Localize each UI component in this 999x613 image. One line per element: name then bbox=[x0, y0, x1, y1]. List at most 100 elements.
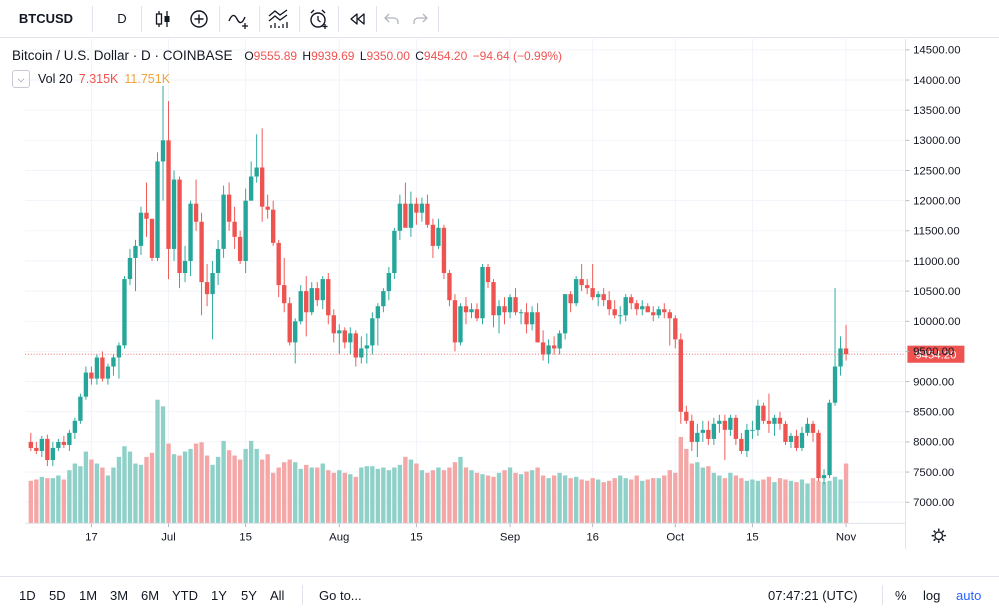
bottom-divider bbox=[302, 585, 303, 605]
volume-bar bbox=[72, 463, 78, 524]
volume-bar bbox=[232, 455, 237, 524]
price-chart[interactable]: 9454.20 14500.00 14000.00 13500.00 13000.00… bbox=[0, 39, 999, 549]
candle-body bbox=[766, 420, 772, 424]
candle-body bbox=[293, 321, 298, 343]
volume-bar bbox=[584, 480, 590, 524]
range-all-button[interactable]: All bbox=[270, 588, 285, 603]
range-1d-button[interactable]: 1D bbox=[19, 588, 36, 603]
volume-bar bbox=[595, 479, 601, 524]
open-value: 9555.89 bbox=[253, 49, 298, 63]
time-tick-label: Sep bbox=[500, 531, 520, 543]
candle-body bbox=[270, 209, 276, 243]
volume-bar bbox=[524, 471, 529, 524]
volume-bar bbox=[810, 478, 816, 524]
undo-button[interactable] bbox=[378, 0, 406, 37]
interval-button[interactable]: D bbox=[105, 0, 139, 37]
templates-button[interactable] bbox=[262, 0, 296, 37]
price-tick-label: 11000.00 bbox=[913, 256, 960, 268]
goto-date-button[interactable]: Go to... bbox=[319, 588, 362, 603]
close-value: 9454.20 bbox=[423, 49, 468, 63]
volume-bar bbox=[816, 480, 821, 524]
candle-body bbox=[584, 285, 590, 289]
candle-body bbox=[425, 203, 430, 225]
candle-body bbox=[39, 438, 45, 451]
volume-bar bbox=[700, 467, 706, 524]
gear-ring bbox=[934, 531, 944, 541]
alert-button[interactable] bbox=[300, 0, 336, 37]
volume-bar bbox=[805, 483, 810, 524]
auto-scale-button[interactable]: auto bbox=[956, 588, 982, 603]
candle-body bbox=[689, 420, 695, 442]
volume-bar bbox=[766, 476, 772, 524]
range-6m-button[interactable]: 6M bbox=[141, 588, 160, 603]
candle-body bbox=[72, 420, 78, 433]
candle-body bbox=[265, 206, 270, 210]
replay-button[interactable] bbox=[340, 0, 374, 37]
interval-label: D bbox=[117, 11, 127, 26]
volume-bar bbox=[662, 475, 667, 524]
time-tick-label: Oct bbox=[666, 531, 685, 543]
candle-body bbox=[61, 441, 67, 445]
log-scale-button[interactable]: log bbox=[923, 588, 941, 603]
candle-body bbox=[629, 297, 634, 304]
volume-bar bbox=[100, 467, 105, 524]
redo-button[interactable] bbox=[406, 0, 434, 37]
candle-body bbox=[458, 306, 463, 343]
volume-bar bbox=[370, 466, 375, 524]
range-1y-button[interactable]: 1Y bbox=[211, 588, 227, 603]
candle-body bbox=[177, 179, 182, 274]
range-1m-button[interactable]: 1M bbox=[79, 588, 98, 603]
candle-body bbox=[353, 333, 358, 358]
volume-bar bbox=[243, 448, 248, 524]
candle-body bbox=[480, 267, 485, 319]
candle-body bbox=[171, 179, 177, 249]
volume-bar bbox=[518, 474, 524, 524]
candle-body bbox=[138, 212, 144, 246]
candle-body bbox=[254, 167, 259, 177]
symbol-search-button[interactable]: BTCUSD bbox=[0, 0, 92, 37]
volume-bar bbox=[739, 478, 744, 524]
time-tick-label: Nov bbox=[836, 531, 857, 543]
volume-bar bbox=[237, 459, 243, 524]
volume-bar bbox=[827, 480, 832, 524]
candle-body bbox=[623, 297, 628, 316]
volume-bar bbox=[546, 478, 551, 524]
candle-body bbox=[436, 227, 441, 246]
candle-body bbox=[634, 303, 639, 310]
replay-icon bbox=[347, 9, 367, 29]
candle-style-button[interactable] bbox=[146, 0, 180, 37]
range-5y-button[interactable]: 5Y bbox=[241, 588, 257, 603]
range-3m-button[interactable]: 3M bbox=[110, 588, 129, 603]
volume-bar bbox=[463, 467, 469, 524]
volume-bar bbox=[111, 467, 116, 524]
volume-bar bbox=[182, 451, 188, 524]
candle-body bbox=[601, 294, 606, 301]
low-label: L bbox=[359, 49, 367, 63]
change-value: −94.64 (−0.99%) bbox=[472, 49, 563, 63]
volume-bar bbox=[215, 456, 221, 524]
candle-body bbox=[210, 273, 215, 295]
candle-body bbox=[298, 291, 303, 322]
volume-bar bbox=[56, 475, 61, 524]
range-ytd-button[interactable]: YTD bbox=[172, 588, 198, 603]
time-axis: 17 Jul 15 Aug 15 Sep 16 Oct 15 Nov bbox=[25, 522, 946, 543]
volume-bar bbox=[794, 482, 799, 524]
candle-body bbox=[348, 333, 353, 343]
candle-body bbox=[237, 236, 243, 261]
candle-body bbox=[430, 224, 436, 246]
add-compare-button[interactable] bbox=[182, 0, 216, 37]
candle-body bbox=[717, 420, 722, 424]
candle-body bbox=[45, 438, 50, 461]
templates-icon bbox=[267, 8, 291, 30]
price-tick-label: 10000.00 bbox=[913, 316, 960, 328]
collapse-legend-button[interactable]: ⌵ bbox=[12, 70, 30, 88]
percent-scale-button[interactable]: % bbox=[895, 588, 907, 603]
candle-body bbox=[309, 288, 314, 313]
last-price-line: 9454.20 bbox=[25, 345, 965, 363]
range-5d-button[interactable]: 5D bbox=[49, 588, 66, 603]
volume-bar bbox=[607, 480, 612, 524]
price-tick-label: 12000.00 bbox=[913, 195, 960, 207]
indicators-button[interactable] bbox=[222, 0, 256, 37]
settings-gear-icon[interactable] bbox=[931, 528, 946, 543]
candle-body bbox=[651, 312, 656, 316]
